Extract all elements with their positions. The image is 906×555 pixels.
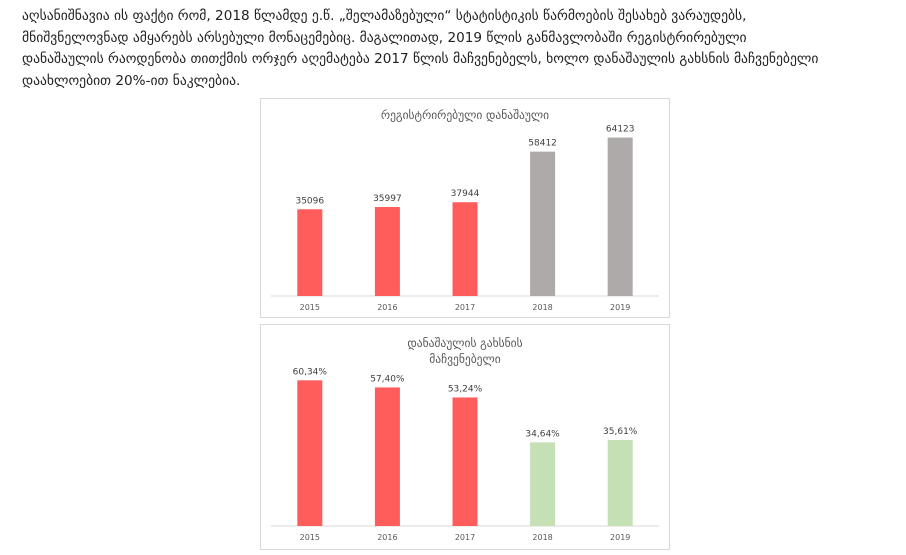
data-label: 57,40% [370,374,405,384]
x-tick-label: 2018 [532,533,552,542]
bar [297,209,323,296]
paragraph-line: მნიშვნელოვნად ამყარებს არსებული მონაცემე… [22,29,747,46]
x-tick-label: 2018 [532,303,552,312]
data-label: 60,34% [293,367,328,377]
bar [607,137,633,296]
bar [452,397,478,526]
x-tick-label: 2015 [300,303,320,312]
registered-crime-chart: რეგისტრირებული დანაშაული 35096 2015 35997 20… [260,98,670,318]
paragraph-line: დაახლოებით 20%-ით ნაკლებია. [22,72,241,89]
data-label: 34,64% [525,429,560,439]
data-label: 64123 [606,125,635,135]
bar [607,440,633,526]
chart-title: რეგისტრირებული დანაშაული [381,108,549,122]
bar [374,387,400,526]
bar [374,207,400,296]
article-paragraph: აღსანიშნავია ის ფაქტი რომ, 2018 წლამდე ე… [22,6,894,92]
x-tick-label: 2019 [610,533,630,542]
x-tick-label: 2019 [610,303,630,312]
clearance-rate-chart-svg: დანაშაულის გახსნის მაჩვენებელი 60,34% 2015 5… [271,336,659,542]
chart-title: მაჩვენებელი [429,352,500,366]
bar [530,442,556,526]
paragraph-line: დანაშაულის რაოდენობა თითქმის ორჯერ აღემა… [22,51,819,67]
paragraph-line: აღსანიშნავია ის ფაქტი რომ, 2018 წლამდე ე… [22,8,747,24]
bar [452,202,478,296]
registered-crime-chart-svg: რეგისტრირებული დანაშაული 35096 2015 35997 20… [271,108,659,312]
data-label: 35096 [295,196,324,206]
chart-title: დანაშაულის გახსნის [407,336,522,350]
data-label: 53,24% [448,384,483,394]
data-label: 35,61% [603,427,638,437]
data-label: 37944 [451,189,480,199]
crime-clearance-rate-chart: დანაშაულის გახსნის მაჩვენებელი 60,34% 2015 5… [260,324,670,550]
bar [530,151,556,296]
bar [297,380,323,526]
x-tick-label: 2016 [377,303,397,312]
x-tick-label: 2017 [455,303,475,312]
x-tick-label: 2017 [455,533,475,542]
x-tick-label: 2015 [300,533,320,542]
x-tick-label: 2016 [377,533,397,542]
data-label: 35997 [373,194,402,204]
data-label: 58412 [528,139,557,149]
